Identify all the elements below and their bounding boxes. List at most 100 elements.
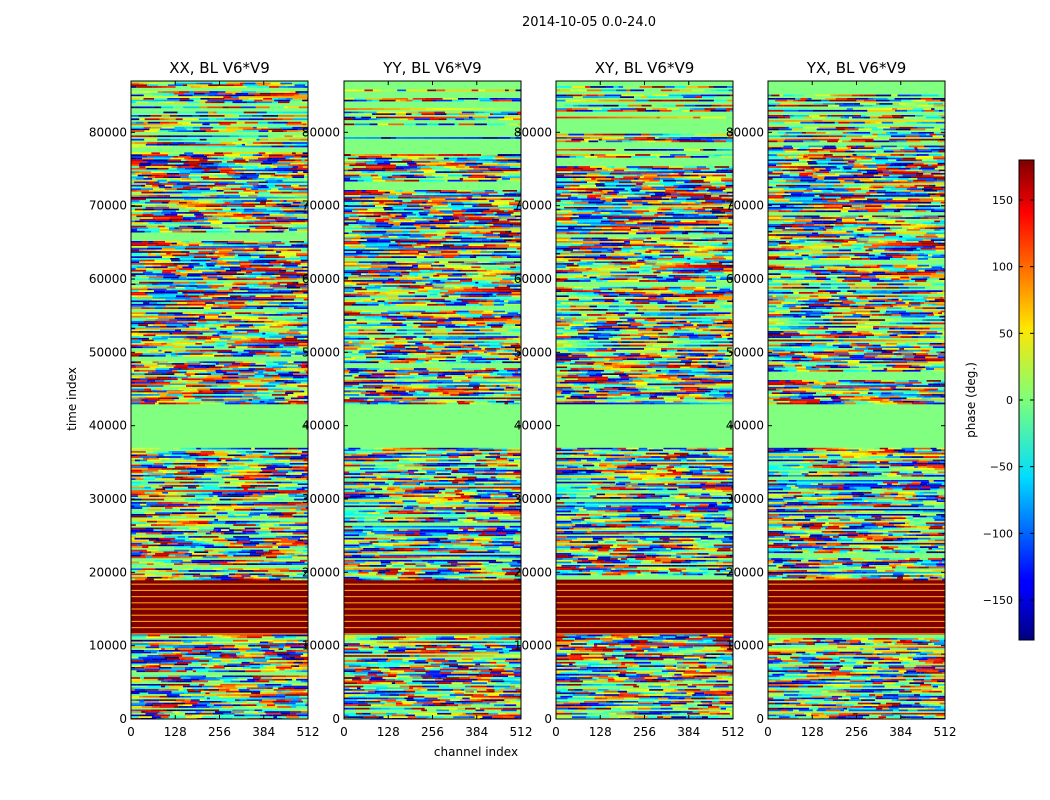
heatmap-cell xyxy=(131,157,137,160)
heatmap-cell xyxy=(192,157,203,160)
heatmap-cell xyxy=(302,322,308,325)
heatmap-cell xyxy=(159,394,167,396)
heatmap-cell xyxy=(131,247,147,250)
heatmap-cell xyxy=(292,532,305,535)
heatmap-cell xyxy=(131,644,148,647)
heatmap-cell xyxy=(136,346,143,349)
heatmap-cell xyxy=(217,179,222,182)
heatmap-cell xyxy=(213,256,220,258)
heatmap-cell xyxy=(223,469,230,472)
heatmap-cell xyxy=(293,86,304,88)
heatmap-cell xyxy=(228,376,239,379)
heatmap-cell xyxy=(180,371,187,374)
heatmap-cell xyxy=(202,332,218,335)
heatmap-cell xyxy=(272,376,281,379)
heatmap-cell xyxy=(183,476,188,479)
heatmap-cell xyxy=(216,263,231,265)
heatmap-cell xyxy=(152,94,163,97)
heatmap-cell xyxy=(189,337,196,340)
heatmap-cell xyxy=(149,549,159,552)
heatmap-cell xyxy=(254,709,263,712)
heatmap-cell xyxy=(207,145,222,148)
heatmap-cell xyxy=(165,685,170,688)
heatmap-cell xyxy=(183,685,187,688)
heatmap-cell xyxy=(215,380,224,382)
heatmap-cell xyxy=(259,256,264,258)
heatmap-cell xyxy=(303,298,308,301)
heatmap-cell xyxy=(267,302,281,304)
heatmap-cell xyxy=(267,371,276,374)
heatmap-cell xyxy=(281,337,298,340)
heatmap-cell xyxy=(178,380,188,382)
heatmap-cell xyxy=(208,322,222,325)
heatmap-cell xyxy=(285,699,293,701)
heatmap-cell xyxy=(298,320,308,323)
heatmap-cell xyxy=(301,451,308,453)
heatmap-cell xyxy=(191,394,202,396)
heatmap-cell xyxy=(274,704,279,707)
heatmap-cell xyxy=(182,191,188,194)
heatmap-cell xyxy=(275,184,286,187)
heatmap-cell xyxy=(214,706,222,708)
heatmap-cell xyxy=(143,126,151,129)
heatmap-cell xyxy=(171,692,184,695)
heatmap-cell xyxy=(406,636,420,639)
heatmap-cell xyxy=(143,483,159,486)
heatmap-cell xyxy=(219,457,226,460)
heatmap-cell xyxy=(300,709,308,712)
heatmap-cell xyxy=(181,166,195,168)
heatmap-cell xyxy=(195,514,208,516)
heatmap-cell xyxy=(258,225,275,228)
heatmap-cell xyxy=(192,298,199,301)
heatmap-cell xyxy=(238,643,250,645)
heatmap-cell xyxy=(239,690,253,693)
heatmap-cell xyxy=(211,498,220,501)
heatmap-cell xyxy=(294,196,299,199)
heatmap-cell xyxy=(143,302,150,304)
heatmap-cell xyxy=(189,307,204,309)
heatmap-cell xyxy=(277,171,293,173)
heatmap-cell xyxy=(263,98,273,100)
heatmap-cell xyxy=(146,702,152,705)
heatmap-cell xyxy=(240,173,245,175)
heatmap-cell xyxy=(186,300,192,303)
heatmap-cell xyxy=(242,505,255,508)
heatmap-cell xyxy=(254,326,260,328)
heatmap-cell xyxy=(234,514,249,516)
heatmap-cell xyxy=(204,273,212,275)
heatmap-cell xyxy=(280,578,294,581)
heatmap-cell xyxy=(147,544,152,547)
heatmap-cell xyxy=(276,369,285,372)
heatmap-cell xyxy=(278,188,293,190)
heatmap-cell xyxy=(131,527,146,530)
heatmap-cell xyxy=(147,644,151,647)
heatmap-cell xyxy=(182,563,198,565)
heatmap-cell xyxy=(142,213,154,216)
heatmap-cell xyxy=(304,395,308,398)
heatmap-cell xyxy=(284,553,295,555)
heatmap-cell xyxy=(253,512,271,514)
heatmap-cell xyxy=(160,685,166,688)
heatmap-cell xyxy=(147,563,154,565)
heatmap-cell xyxy=(131,283,136,286)
heatmap-cell xyxy=(131,457,144,460)
heatmap-cell xyxy=(164,493,169,496)
heatmap-cell xyxy=(186,515,199,518)
heatmap-cell xyxy=(215,711,232,713)
heatmap-cell xyxy=(290,712,297,715)
heatmap-cell xyxy=(208,553,224,555)
heatmap-cell xyxy=(131,225,147,228)
heatmap-cell xyxy=(136,390,153,393)
heatmap-cell xyxy=(177,121,191,124)
heatmap-cell xyxy=(131,326,146,328)
heatmap-cell xyxy=(260,491,265,494)
heatmap-cell xyxy=(131,667,136,669)
heatmap-cell xyxy=(258,493,276,496)
heatmap-cell xyxy=(267,317,284,320)
heatmap-cell xyxy=(144,537,159,540)
heatmap-cell xyxy=(158,130,169,132)
heatmap-cell xyxy=(137,303,153,306)
heatmap-cell xyxy=(180,658,185,661)
heatmap-cell xyxy=(131,685,148,688)
heatmap-cell xyxy=(272,542,277,545)
